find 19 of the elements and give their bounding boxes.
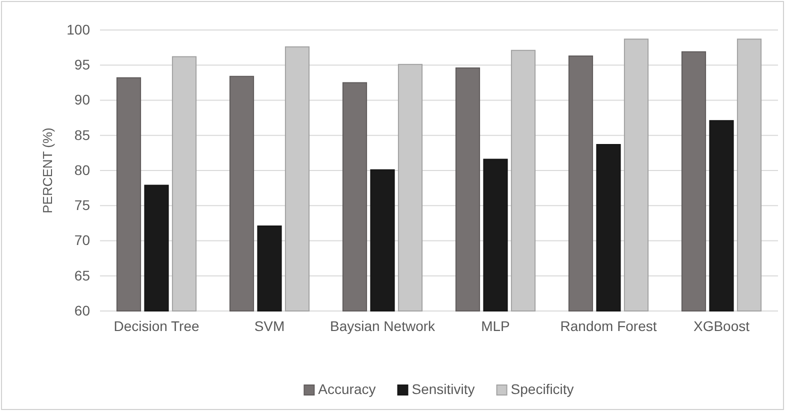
y-tick-label: 90 <box>74 92 90 108</box>
y-tick-label: 85 <box>74 126 90 143</box>
y-tick-label: 80 <box>74 162 90 178</box>
legend-label: Accuracy <box>318 381 376 397</box>
x-tick-label: Baysian Network <box>330 318 436 334</box>
x-tick-label: XGBoost <box>693 318 750 334</box>
x-tick-label: Decision Tree <box>114 318 200 334</box>
y-tick-label: 65 <box>74 267 90 284</box>
legend-label: Sensitivity <box>412 381 475 397</box>
y-tick-label: 60 <box>74 302 90 318</box>
y-axis-title: PERCENT (%) <box>40 128 55 214</box>
x-tick-label: Random Forest <box>560 318 657 334</box>
y-tick-label: 75 <box>74 197 90 214</box>
legend-label: Specificity <box>510 381 574 397</box>
x-tick-label: SVM <box>254 318 285 334</box>
y-tick-label: 95 <box>74 56 90 73</box>
y-tick-label: 100 <box>66 21 90 38</box>
y-tick-label: 70 <box>74 232 90 248</box>
x-tick-label: MLP <box>481 318 510 334</box>
